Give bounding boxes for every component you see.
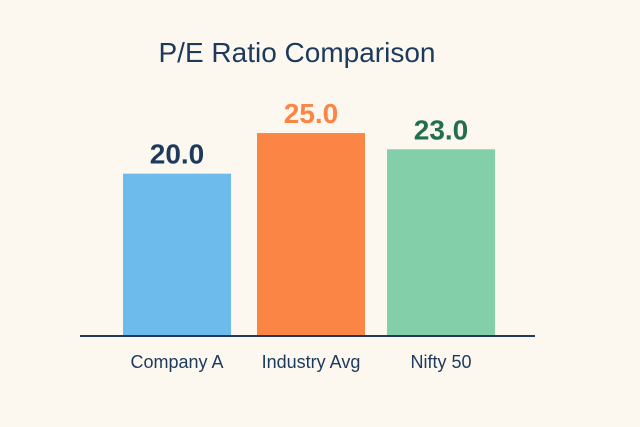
bar-nifty-50 [387, 149, 495, 336]
category-label-industry-avg: Industry Avg [262, 352, 361, 372]
bar-industry-avg [257, 133, 365, 336]
value-label-nifty-50: 23.0 [414, 114, 469, 145]
category-label-company-a: Company A [130, 352, 223, 372]
category-label-nifty-50: Nifty 50 [410, 352, 471, 372]
value-label-industry-avg: 25.0 [284, 98, 339, 129]
chart-title: P/E Ratio Comparison [158, 37, 435, 68]
value-label-company-a: 20.0 [150, 139, 205, 170]
bars-group: 20.0 Company A 25.0 Industry Avg 23.0 Nifty 5… [123, 98, 495, 372]
bar-company-a [123, 173, 231, 336]
